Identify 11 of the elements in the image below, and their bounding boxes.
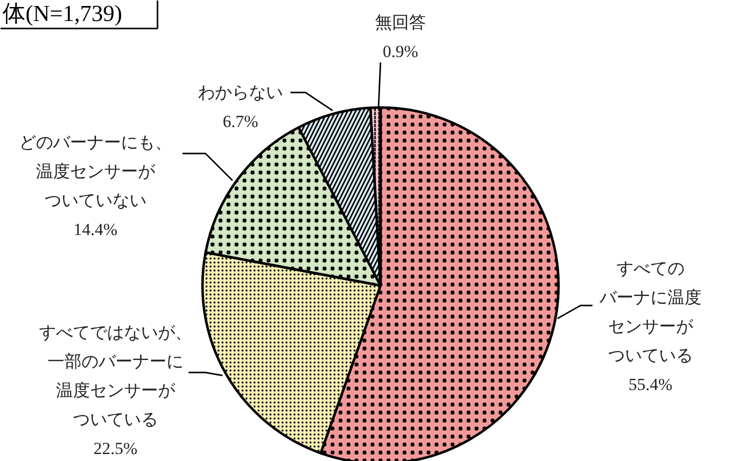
slice-label: わからない <box>198 83 283 102</box>
slice-label: どのバーナーにも、温度センサーがついていない <box>19 133 172 210</box>
slice-label: 無回答 <box>375 13 426 32</box>
data-label: 0.9% <box>382 42 418 61</box>
data-label: 55.4% <box>628 375 672 394</box>
data-label: 14.4% <box>74 220 118 239</box>
data-label: 22.5% <box>94 439 138 458</box>
data-label: 6.7% <box>222 112 258 131</box>
slice-label: すべてではないが、一部のバーナーに温度センサーがついている <box>39 323 192 429</box>
chart-title: 体(N=1,739) <box>2 1 122 26</box>
slice-label: すべてのバーナに温度センサーがついている <box>598 259 702 365</box>
